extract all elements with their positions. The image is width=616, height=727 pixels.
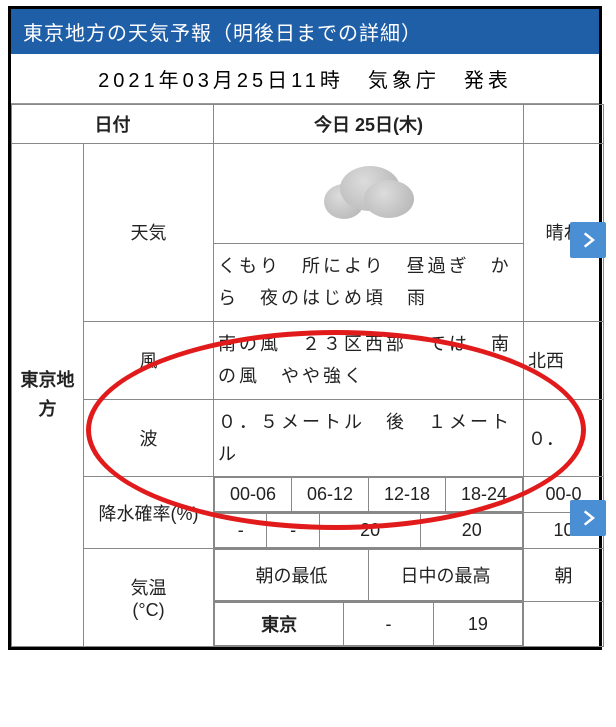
wind-next: 北西 — [524, 321, 604, 399]
row-wind-label: 風 — [84, 321, 214, 399]
temp-next-label: 朝 — [524, 549, 604, 602]
wind-text: 南の風 ２３区西部 では 南の風 やや強く — [214, 321, 524, 399]
chevron-right-icon — [578, 230, 598, 250]
precip-2: 20 — [319, 514, 421, 548]
temp-low-value: - — [344, 603, 433, 646]
weather-text: くもり 所により 昼過ぎ から 夜のはじめ頃 雨 — [214, 244, 524, 322]
page-title: 東京地方の天気予報（明後日までの詳細） — [11, 9, 599, 54]
forecast-table: 日付 今日 25日(木) 東京地方 天気 晴れ くもり 所により 昼過ぎ から … — [11, 104, 604, 647]
precip-1: - — [267, 514, 319, 548]
row-temp-label: 気温(°C) — [84, 549, 214, 647]
temp-values: 東京 - 19 — [214, 602, 524, 647]
row-weather-label: 天気 — [84, 144, 214, 322]
temp-high-label: 日中の最高 — [369, 550, 523, 601]
precip-3: 20 — [421, 514, 523, 548]
region-label: 東京地方 — [12, 144, 84, 647]
col-next-day — [524, 105, 604, 144]
wave-text: ０．５メートル 後 １メートル — [214, 399, 524, 477]
chevron-right-icon — [578, 508, 598, 528]
row-precip-label: 降水確率(%) — [84, 477, 214, 549]
precip-timeslots: 00-06 06-12 12-18 18-24 — [214, 477, 524, 513]
cloud-icon — [324, 166, 414, 221]
temp-headers: 朝の最低 日中の最高 — [214, 549, 524, 602]
temp-next-value — [524, 602, 604, 647]
timeslot-2: 12-18 — [369, 478, 446, 512]
issued-time: 2021年03月25日11時 気象庁 発表 — [11, 54, 599, 104]
next-day-button-upper[interactable] — [570, 222, 606, 258]
precip-0: - — [215, 514, 267, 548]
temp-city: 東京 — [215, 603, 344, 646]
temp-high-value: 19 — [433, 603, 522, 646]
wave-next: ０． — [524, 399, 604, 477]
weather-icon-cell — [214, 144, 524, 244]
col-today-label: 今日 25日(木) — [214, 105, 524, 144]
row-wave-label: 波 — [84, 399, 214, 477]
col-date-label: 日付 — [12, 105, 214, 144]
precip-values: - - 20 20 — [214, 513, 524, 549]
timeslot-3: 18-24 — [446, 478, 523, 512]
timeslot-0: 00-06 — [215, 478, 292, 512]
temp-low-label: 朝の最低 — [215, 550, 369, 601]
timeslot-1: 06-12 — [292, 478, 369, 512]
next-day-button-lower[interactable] — [570, 500, 606, 536]
